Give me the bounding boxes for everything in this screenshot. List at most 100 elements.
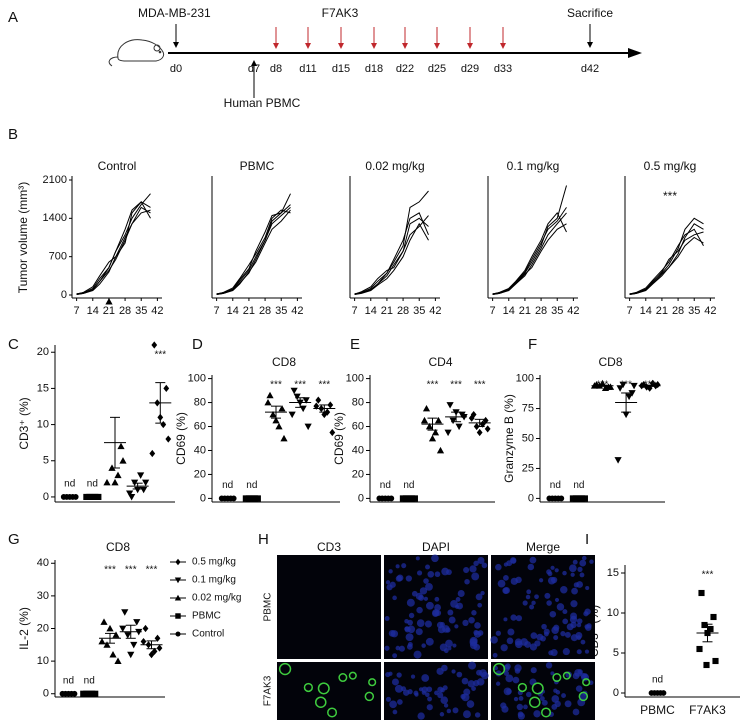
- point: [449, 417, 457, 425]
- nucleus: [440, 696, 449, 705]
- y-tick-label: 2100: [43, 174, 67, 186]
- nucleus: [495, 563, 502, 571]
- point: [444, 429, 452, 437]
- nucleus: [388, 569, 393, 574]
- nucleus: [395, 575, 403, 582]
- nucleus: [395, 564, 400, 569]
- tumor-line: [354, 212, 429, 295]
- significance-label: ***: [620, 380, 632, 391]
- nucleus: [417, 712, 425, 720]
- nucleus: [396, 672, 402, 678]
- point: [646, 384, 653, 392]
- nucleus: [395, 645, 401, 651]
- x-tick-label: 42: [151, 305, 163, 317]
- point: [315, 396, 322, 404]
- y-tick-label: 10: [37, 418, 49, 430]
- legend-label: PBMC: [192, 611, 221, 622]
- point: [468, 414, 475, 422]
- nucleus: [434, 596, 440, 602]
- point: [137, 472, 145, 479]
- day-label: d33: [494, 63, 512, 75]
- nucleus: [513, 696, 519, 702]
- y-tick-label: 15: [607, 567, 619, 579]
- nucleus: [454, 604, 460, 609]
- nucleus: [518, 695, 524, 701]
- nucleus: [571, 587, 578, 595]
- point: [100, 618, 108, 625]
- nucleus: [468, 616, 475, 624]
- nucleus: [421, 643, 426, 648]
- nucleus: [431, 554, 439, 563]
- x-tick-label: 35: [551, 305, 563, 317]
- y-tick-label: 25: [522, 462, 534, 474]
- nucleus: [520, 638, 528, 646]
- nucleus: [437, 686, 444, 693]
- nucleus: [570, 634, 578, 642]
- nucleus: [436, 667, 444, 675]
- nucleus: [388, 671, 393, 676]
- nucleus: [454, 624, 459, 629]
- nucleus: [427, 570, 435, 578]
- tumor-line: [492, 207, 567, 295]
- significance-label: ***: [318, 380, 330, 391]
- x-tick-label: 42: [704, 305, 716, 317]
- nucleus: [392, 709, 398, 715]
- y-axis-title: IL-2 (%): [17, 607, 31, 650]
- nucleus: [418, 687, 424, 692]
- nucleus: [583, 611, 589, 617]
- point: [616, 385, 624, 392]
- nucleus: [547, 571, 553, 577]
- point: [114, 657, 122, 664]
- nucleus: [536, 633, 544, 641]
- mouse-icon: [108, 39, 165, 67]
- nucleus: [466, 700, 475, 708]
- y-tick-label: 20: [37, 622, 49, 634]
- legend-marker: [174, 594, 182, 601]
- point: [455, 423, 463, 431]
- nucleus: [550, 576, 558, 584]
- point: [269, 410, 277, 418]
- point: [130, 641, 138, 649]
- day-label: d15: [332, 63, 350, 75]
- nucleus: [576, 649, 582, 655]
- significance-label: ***: [125, 565, 137, 576]
- nucleus: [529, 604, 535, 610]
- point: [133, 619, 141, 626]
- tumor-line: [216, 207, 291, 295]
- pbmc-label: Human PBMC: [224, 96, 301, 110]
- significance-label: nd: [246, 480, 257, 491]
- chart-title: CD4: [428, 355, 452, 369]
- panel-label: G: [8, 531, 20, 548]
- nucleus: [407, 619, 413, 626]
- nucleus: [530, 632, 538, 639]
- y-axis-title: CD69 (%): [332, 412, 346, 465]
- nucleus: [564, 631, 571, 638]
- y-tick-label: 0: [200, 492, 206, 504]
- point: [230, 495, 237, 502]
- nucleus: [437, 692, 444, 699]
- y-tick-label: 15: [37, 382, 49, 394]
- point: [707, 625, 714, 633]
- y-tick-label: 0: [43, 688, 49, 700]
- x-tick-label: 42: [429, 305, 441, 317]
- point: [105, 297, 113, 305]
- point: [422, 404, 431, 412]
- nucleus: [581, 555, 587, 561]
- tumor-line: [76, 201, 151, 295]
- significance-label: nd: [63, 675, 74, 686]
- nucleus: [492, 652, 498, 658]
- nucleus: [572, 708, 580, 716]
- significance-label: ***: [644, 380, 656, 391]
- nucleus: [569, 615, 578, 624]
- x-tick-label: 28: [119, 305, 131, 317]
- y-tick-label: 20: [194, 468, 206, 480]
- cd3-cell: [364, 691, 375, 702]
- point: [106, 624, 114, 632]
- significance-label: nd: [84, 675, 95, 686]
- nucleus: [443, 703, 449, 708]
- point: [109, 650, 117, 658]
- panel-label: C: [8, 336, 19, 353]
- nucleus: [407, 625, 416, 634]
- point: [95, 493, 102, 500]
- nucleus: [515, 615, 523, 622]
